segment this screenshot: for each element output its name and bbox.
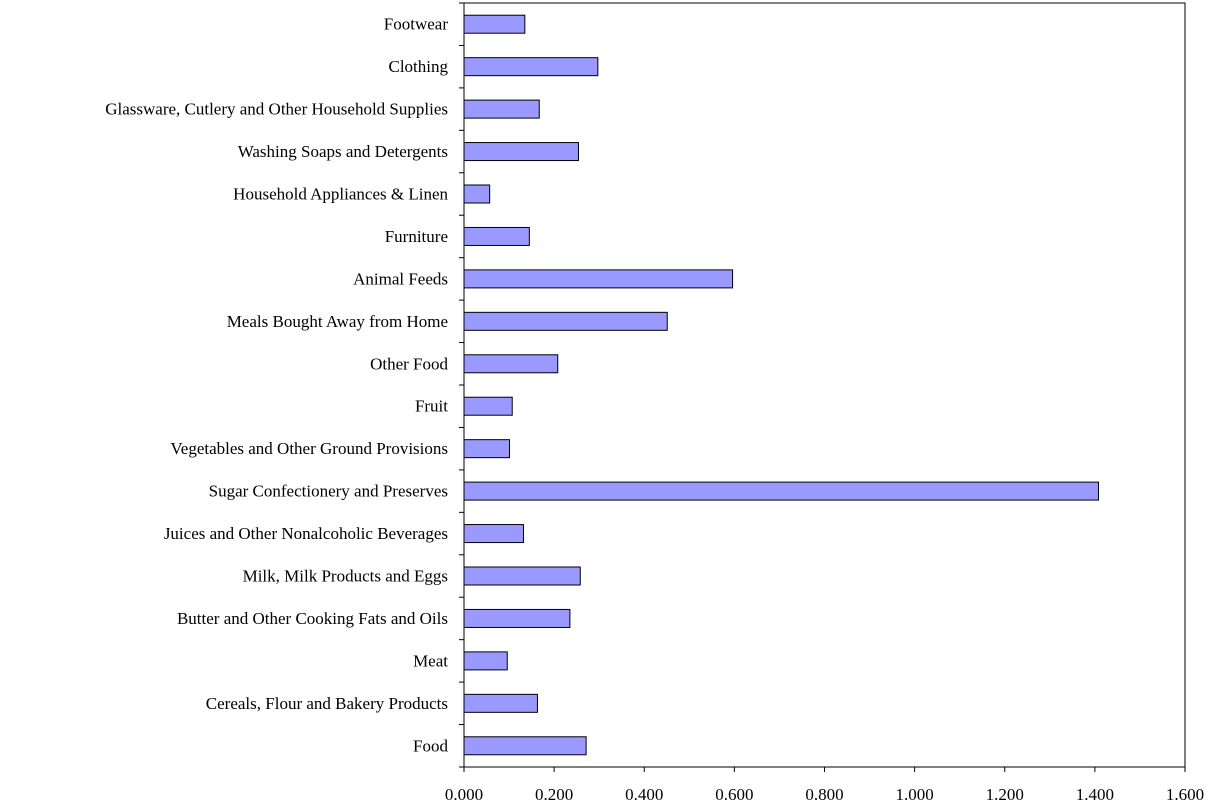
category-labels-group: Food Cereals, Flour and Bakery Products Me… xyxy=(105,15,448,756)
category-label: Butter and Other Cooking Fats and Oils xyxy=(177,609,448,628)
category-label: Furniture xyxy=(385,227,448,246)
category-label: Sugar Confectionery and Preserves xyxy=(209,482,448,501)
bar xyxy=(463,481,1099,501)
category-label: Food xyxy=(413,736,448,755)
x-tick-label: 0.600 xyxy=(715,785,753,804)
bar xyxy=(463,693,538,713)
bar xyxy=(463,608,571,628)
category-label: Glassware, Cutlery and Other Household S… xyxy=(105,100,448,119)
x-tick-label: 0.800 xyxy=(805,785,843,804)
category-label: Clothing xyxy=(388,57,448,76)
category-label: Vegetables and Other Ground Provisions xyxy=(170,439,448,458)
category-label: Meat xyxy=(413,651,448,670)
x-tick-label: 0.000 xyxy=(445,785,483,804)
bar xyxy=(463,57,599,77)
x-tick-label: 1.600 xyxy=(1166,785,1204,804)
category-label: Washing Soaps and Detergents xyxy=(238,142,448,161)
bar xyxy=(463,396,513,416)
bar xyxy=(463,439,511,459)
y-ticks-group xyxy=(459,2,464,768)
bar xyxy=(463,184,491,204)
bar xyxy=(463,142,579,162)
x-tick-label: 0.400 xyxy=(625,785,663,804)
x-tick-label: 1.400 xyxy=(1076,785,1114,804)
category-label: Household Appliances & Linen xyxy=(233,185,448,204)
category-label: Other Food xyxy=(370,354,448,373)
bar xyxy=(463,269,734,289)
bar xyxy=(463,651,508,671)
category-label: Meals Bought Away from Home xyxy=(227,312,448,331)
category-label: Cereals, Flour and Bakery Products xyxy=(206,694,448,713)
bar xyxy=(463,14,526,34)
bar xyxy=(463,524,524,544)
bar xyxy=(463,226,530,246)
category-label: Milk, Milk Products and Eggs xyxy=(243,567,448,586)
x-tick-label: 0.200 xyxy=(535,785,573,804)
x-ticks-group: 0.000 0.200 0.400 0.600 0.800 1.000 1.200 1.400… xyxy=(445,767,1204,804)
x-tick-label: 1.000 xyxy=(896,785,934,804)
plot-area xyxy=(463,2,1186,768)
category-label: Footwear xyxy=(384,15,449,34)
category-label: Fruit xyxy=(415,397,448,416)
bar xyxy=(463,736,587,756)
bar xyxy=(463,311,668,331)
bar xyxy=(463,354,559,374)
category-label: Animal Feeds xyxy=(353,269,448,288)
bar xyxy=(463,566,581,586)
x-tick-label: 1.200 xyxy=(986,785,1024,804)
category-label: Juices and Other Nonalcoholic Beverages xyxy=(164,524,448,543)
bar xyxy=(463,99,540,119)
